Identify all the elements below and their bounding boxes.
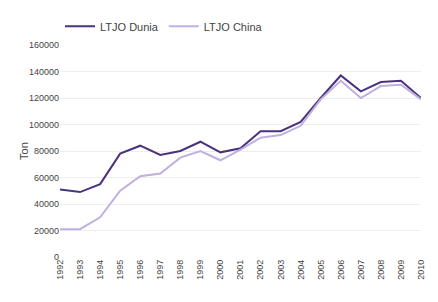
svg-text:2007: 2007 [356, 260, 366, 280]
svg-text:1992: 1992 [55, 260, 65, 280]
svg-text:2005: 2005 [316, 260, 326, 280]
svg-text:LTJO China: LTJO China [204, 21, 263, 33]
svg-text:40000: 40000 [34, 199, 59, 209]
svg-text:160000: 160000 [29, 40, 59, 50]
svg-text:0: 0 [54, 252, 59, 262]
svg-text:1996: 1996 [135, 260, 145, 280]
svg-text:20000: 20000 [34, 226, 59, 236]
svg-text:2004: 2004 [296, 260, 306, 280]
svg-text:2002: 2002 [255, 260, 265, 280]
svg-text:Ton: Ton [18, 142, 30, 160]
svg-text:2001: 2001 [235, 260, 245, 280]
svg-text:140000: 140000 [29, 67, 59, 77]
svg-text:1997: 1997 [155, 260, 165, 280]
svg-text:1993: 1993 [75, 260, 85, 280]
svg-text:1999: 1999 [195, 260, 205, 280]
svg-text:2008: 2008 [376, 260, 386, 280]
svg-text:1995: 1995 [115, 260, 125, 280]
svg-text:1998: 1998 [175, 260, 185, 280]
svg-text:LTJO Dunia: LTJO Dunia [100, 21, 159, 33]
svg-text:2009: 2009 [396, 260, 406, 280]
svg-text:2003: 2003 [276, 260, 286, 280]
svg-text:60000: 60000 [34, 173, 59, 183]
svg-text:100000: 100000 [29, 120, 59, 130]
svg-text:2010: 2010 [416, 260, 426, 280]
svg-text:2006: 2006 [336, 260, 346, 280]
svg-text:120000: 120000 [29, 93, 59, 103]
svg-text:1994: 1994 [95, 260, 105, 280]
svg-text:2000: 2000 [215, 260, 225, 280]
svg-text:80000: 80000 [34, 146, 59, 156]
